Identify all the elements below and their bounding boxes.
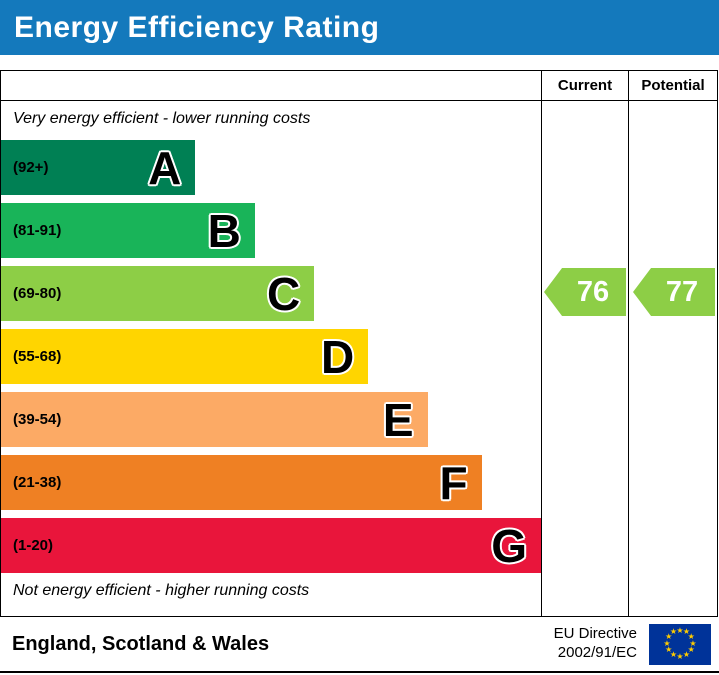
band-range-label: (69-80) (13, 285, 62, 302)
current-column-header: Current (557, 77, 613, 94)
potential-column-header: Potential (641, 77, 705, 94)
band-range-label: (81-91) (13, 222, 62, 239)
band-bar-f: (21-38) F (1, 455, 482, 510)
header-bar: Energy Efficiency Rating (0, 0, 719, 55)
band-bar-d: (55-68) D (1, 329, 369, 384)
band-row-e: (39-54) E (1, 388, 541, 451)
eu-directive-label: EU Directive 2002/91/EC (554, 625, 637, 663)
bottom-caption: Not energy efficient - higher running co… (13, 582, 310, 599)
column-header-row (1, 71, 717, 101)
potential-value: 77 (665, 275, 699, 308)
eu-flag-star-icon: ★ (689, 638, 697, 648)
band-row-b: (81-91) B (1, 199, 541, 262)
potential-column-divider (628, 71, 629, 616)
band-letter: D (320, 330, 355, 383)
band-range-label: (39-54) (13, 411, 62, 428)
band-list: (92+) A (81-91) B (69-80) C (1, 136, 541, 577)
current-value: 76 (576, 275, 610, 308)
band-bar-c: (69-80) C (1, 266, 315, 321)
band-letter: E (382, 393, 414, 446)
eu-flag-icon: ★ ★ ★ ★ ★ ★ ★ ★ ★ ★ ★ ★ (649, 623, 711, 665)
band-row-c: (69-80) C (1, 262, 541, 325)
eu-flag-star-icon: ★ (665, 645, 673, 654)
band-bar-g: (1-20) G (1, 518, 541, 573)
band-row-d: (55-68) D (1, 325, 541, 388)
band-column: Very energy efficient - lower running co… (1, 101, 541, 616)
eu-flag-star-icon: ★ (676, 651, 684, 661)
band-bar-b: (81-91) B (1, 203, 255, 258)
eu-flag-star-icon: ★ (663, 638, 671, 648)
rating-table: Current Potential Very energy efficient … (0, 70, 718, 617)
eu-flag-star-icon: ★ (682, 627, 691, 637)
band-letter: A (148, 141, 182, 194)
potential-pointer: 77 (633, 268, 715, 316)
eu-flag-star-icon: ★ (669, 649, 678, 659)
band-letter: C (266, 267, 301, 320)
band-bar-e: (39-54) E (1, 392, 428, 447)
band-row-a: (92+) A (1, 136, 541, 199)
eu-flag-star-icon: ★ (669, 627, 678, 637)
band-row-f: (21-38) F (1, 451, 541, 514)
eu-flag-star-icon: ★ (687, 645, 695, 654)
page-title: Energy Efficiency Rating (14, 10, 380, 44)
footer-bar: England, Scotland & Wales EU Directive 2… (0, 617, 719, 673)
top-caption: Very energy efficient - lower running co… (13, 110, 311, 127)
band-range-label: (21-38) (13, 474, 62, 491)
band-letter: F (439, 456, 468, 509)
eu-flag-star-icon: ★ (682, 649, 691, 659)
eu-flag-star-icon: ★ (676, 625, 684, 635)
region-label: England, Scotland & Wales (12, 632, 270, 655)
eu-directive-line1: EU Directive (553, 625, 637, 643)
eu-flag-star-icon: ★ (687, 632, 695, 641)
band-row-g: (1-20) G (1, 514, 541, 577)
band-range-label: (55-68) (13, 348, 62, 365)
footer-right-group: EU Directive 2002/91/EC ★ ★ ★ ★ ★ ★ ★ ★ ★ ★ ★ ★ (554, 623, 711, 665)
current-pointer: 76 (544, 268, 626, 316)
band-letter: B (207, 204, 241, 257)
band-bar-a: (92+) A (1, 140, 196, 195)
band-letter: G (491, 519, 527, 572)
band-range-label: (1-20) (13, 537, 54, 554)
eu-flag-star-icon: ★ (665, 632, 673, 641)
current-column-divider (541, 71, 542, 616)
band-range-label: (92+) (13, 159, 49, 176)
eu-directive-line2: 2002/91/EC (557, 644, 637, 661)
